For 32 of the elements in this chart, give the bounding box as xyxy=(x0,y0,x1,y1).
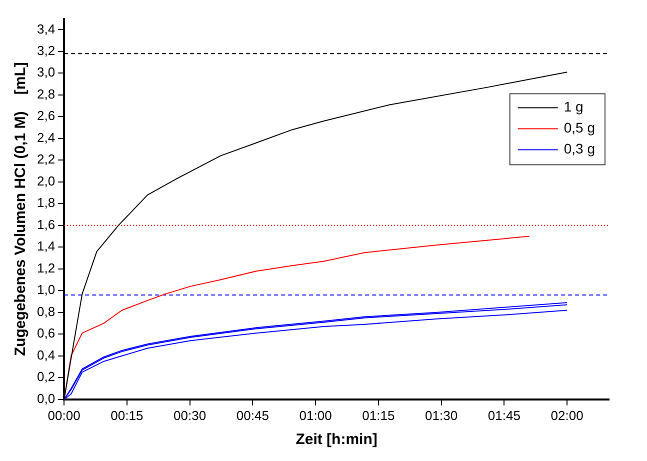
y-axis-title: Zugegebenes Volumen HCl (0,1 M) [mL] xyxy=(12,62,30,356)
legend-label: 0,3 g xyxy=(564,140,596,157)
x-axis-title: Zeit [h:min] xyxy=(296,431,378,448)
x-tick-label: 00:45 xyxy=(236,408,269,423)
x-tick-label: 00:15 xyxy=(110,408,144,423)
legend-label: 0,5 g xyxy=(564,120,596,136)
y-tick-label: 1,8 xyxy=(36,195,56,210)
y-tick-label: 1,6 xyxy=(36,216,56,232)
x-tick-label: 02:00 xyxy=(550,408,584,423)
y-tick-label: 2,4 xyxy=(36,130,56,145)
y-tick-label: 2,6 xyxy=(36,108,56,124)
y-tick-label: 0,2 xyxy=(36,369,56,384)
y-tick-label: 0,8 xyxy=(36,304,56,319)
y-tick-label: 3,0 xyxy=(36,64,56,80)
y-tick-label: 0,6 xyxy=(36,326,56,341)
y-tick-label: 1,0 xyxy=(36,282,56,298)
y-tick-label: 1,2 xyxy=(36,260,56,276)
y-tick-label: 1,4 xyxy=(36,238,56,254)
x-tick-label: 01:00 xyxy=(299,408,332,423)
legend-label: 1 g xyxy=(564,98,584,115)
x-tick-label: 01:15 xyxy=(362,408,395,423)
y-tick-label: 2,2 xyxy=(36,152,56,167)
x-tick-label: 00:30 xyxy=(174,408,206,423)
y-tick-label: 0,0 xyxy=(36,390,56,406)
x-tick-label: 00:00 xyxy=(48,408,80,423)
y-tick-label: 0,4 xyxy=(36,347,56,362)
y-tick-label: 3,2 xyxy=(36,43,56,58)
x-tick-label: 01:45 xyxy=(488,408,520,423)
x-tick-label: 01:30 xyxy=(425,408,458,423)
y-tick-label: 3,4 xyxy=(36,21,56,36)
y-tick-label: 2,0 xyxy=(36,173,56,188)
y-tick-label: 2,8 xyxy=(36,86,56,102)
